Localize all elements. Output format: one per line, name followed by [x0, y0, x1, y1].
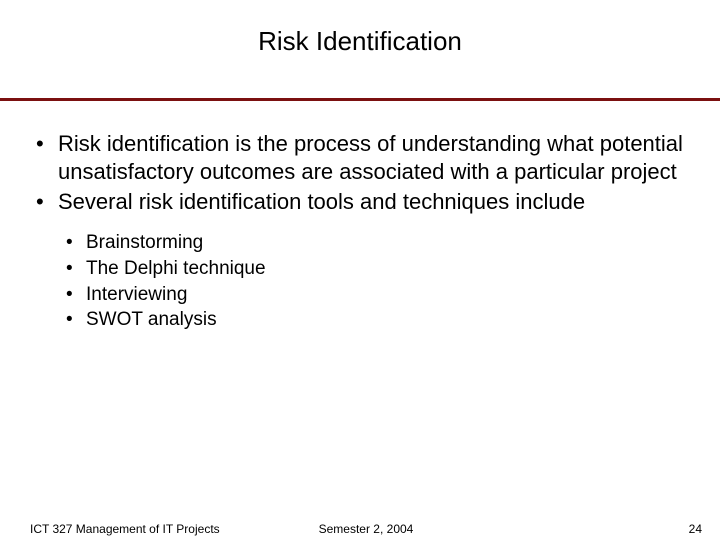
- bullet-item: Risk identification is the process of un…: [30, 130, 690, 186]
- content-area: Risk identification is the process of un…: [30, 130, 690, 333]
- sub-bullet-item: Brainstorming: [30, 230, 690, 256]
- footer-center: Semester 2, 2004: [30, 522, 702, 536]
- title-rule: [0, 98, 720, 101]
- bullet-item: Several risk identification tools and te…: [30, 188, 690, 216]
- sub-bullet-item: SWOT analysis: [30, 307, 690, 333]
- bullet-list: Risk identification is the process of un…: [30, 130, 690, 216]
- sub-bullet-list: Brainstorming The Delphi technique Inter…: [30, 230, 690, 333]
- footer-page-number: 24: [689, 522, 702, 536]
- sub-bullet-item: Interviewing: [30, 282, 690, 308]
- slide-title: Risk Identification: [0, 0, 720, 57]
- slide: Risk Identification Risk identification …: [0, 0, 720, 540]
- sub-bullet-item: The Delphi technique: [30, 256, 690, 282]
